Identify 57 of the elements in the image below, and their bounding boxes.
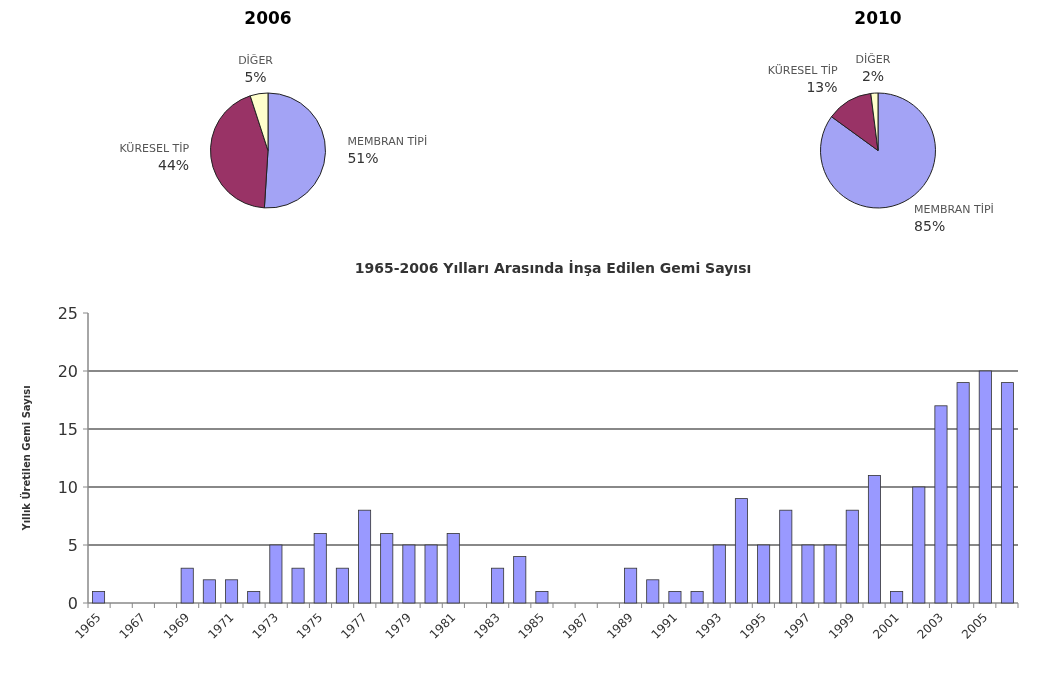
y-tick-label: 5: [67, 535, 78, 555]
bar: [180, 567, 194, 604]
bar: [491, 567, 505, 604]
bar: [912, 486, 926, 604]
bar: [668, 591, 682, 604]
bar: [92, 591, 106, 604]
bar: [646, 579, 660, 604]
bar: [313, 533, 327, 604]
bar: [734, 498, 748, 604]
bar: [424, 544, 438, 604]
bar: [890, 591, 904, 604]
slice-label: KÜRESEL TİP: [767, 64, 838, 78]
bar: [757, 544, 771, 604]
data-label: 44%: [158, 157, 190, 174]
bar: [801, 544, 815, 604]
y-tick-label: 25: [57, 303, 78, 323]
y-axis-title: Yıllık Üretilen Gemi Sayısı: [19, 385, 32, 532]
bar: [269, 544, 283, 604]
bar: [402, 544, 416, 604]
bar: [779, 509, 793, 604]
bar: [823, 544, 837, 604]
slice-label: MEMBRAN TİPİ: [347, 135, 428, 148]
y-tick-label: 20: [57, 361, 78, 381]
data-label: 2%: [861, 68, 885, 85]
bar: [978, 370, 992, 604]
data-label: 5%: [244, 68, 267, 85]
y-tick-label: 10: [57, 477, 78, 497]
y-tick-label: 15: [57, 419, 78, 439]
data-label: 13%: [806, 79, 838, 96]
slice-label: MEMBRAN TİPİ: [914, 203, 994, 217]
slice-label: DİĞER: [238, 53, 274, 67]
data-label: 51%: [347, 150, 379, 166]
bar: [513, 556, 527, 604]
bar: [535, 591, 549, 604]
bar: [712, 544, 726, 604]
bar: [956, 382, 970, 604]
bar: [335, 567, 349, 604]
bar: [291, 567, 305, 604]
slice-label: KÜRESEL TİP: [119, 142, 190, 156]
y-tick-label: 0: [67, 593, 78, 613]
chart-title: 1965-2006 Yılları Arasında İnşa Edilen Gemi Sayısı: [354, 260, 752, 276]
bar: [247, 591, 261, 604]
bar: [358, 509, 372, 604]
bar: [624, 567, 638, 604]
bar: [446, 533, 460, 604]
bar: [845, 509, 859, 604]
bar: [690, 591, 704, 604]
bar: [225, 579, 239, 604]
bar: [867, 475, 881, 604]
chart-title: 2006: [244, 8, 292, 28]
bar: [380, 533, 394, 604]
bar: [202, 579, 216, 604]
chart-title: 2010: [854, 8, 902, 28]
bar: [1000, 382, 1014, 604]
data-label: 85%: [914, 218, 946, 235]
bar: [934, 405, 948, 604]
slice-label: DİĞER: [855, 53, 891, 67]
